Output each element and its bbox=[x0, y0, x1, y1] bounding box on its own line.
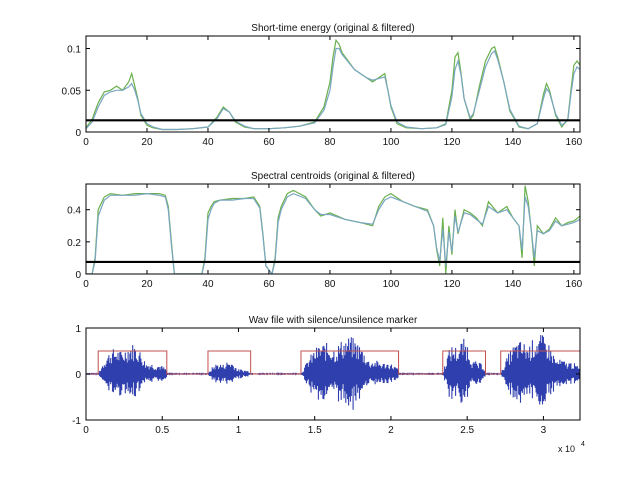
x-tick-label: 0 bbox=[83, 137, 89, 148]
x-tick-label: 60 bbox=[263, 279, 275, 290]
y-tick-label: 0.2 bbox=[67, 238, 81, 249]
y-tick-label: 1 bbox=[75, 324, 81, 335]
energy-panel: Short-time energy (original & filtered) 0… bbox=[62, 23, 583, 148]
axes-frame bbox=[85, 183, 581, 275]
x-exponent-label: x 10 bbox=[558, 444, 575, 454]
waveform-panel: Wav file with silence/unsilence marker 0 0… bbox=[72, 315, 585, 454]
x-tick-label: 0 bbox=[83, 279, 89, 290]
series-line-1 bbox=[86, 192, 580, 274]
x-tick-label: 40 bbox=[202, 137, 214, 148]
y-tick-label: 0 bbox=[75, 270, 81, 281]
x-tick-label: 40 bbox=[202, 279, 214, 290]
x-tick-label: 20 bbox=[141, 279, 153, 290]
plot-area bbox=[86, 38, 580, 131]
x-tick-label: 80 bbox=[324, 279, 336, 290]
x-tick-label: 60 bbox=[263, 137, 275, 148]
x-tick-label: 120 bbox=[444, 137, 461, 148]
x-tick-label: 0 bbox=[83, 425, 89, 436]
y-tick-label: 0 bbox=[75, 370, 81, 381]
series-line-0 bbox=[86, 38, 580, 131]
x-tick-label: 120 bbox=[444, 279, 461, 290]
centroid-panel: Spectral centroids (original & filtered)… bbox=[67, 171, 583, 290]
x-tick-label: 3 bbox=[541, 425, 547, 436]
x-tick-label: 160 bbox=[566, 279, 583, 290]
x-tick-label: 2 bbox=[388, 425, 394, 436]
waveform bbox=[86, 335, 580, 410]
x-tick-label: 80 bbox=[324, 137, 336, 148]
y-tick-label: 0.05 bbox=[62, 86, 82, 97]
y-tick-label: 0.1 bbox=[67, 45, 81, 56]
x-tick-label: 1.5 bbox=[308, 425, 322, 436]
x-tick-label: 140 bbox=[505, 137, 522, 148]
x-exponent-power: 4 bbox=[581, 441, 585, 448]
silence-marker bbox=[86, 350, 580, 375]
x-tick-label: 140 bbox=[505, 279, 522, 290]
y-tick-label: 0 bbox=[75, 128, 81, 139]
series-line-0 bbox=[86, 185, 580, 274]
y-tick-label: 0.4 bbox=[67, 206, 81, 217]
x-tick-label: 100 bbox=[383, 137, 400, 148]
chart-title: Spectral centroids (original & filtered) bbox=[251, 171, 415, 182]
y-tick-label: -1 bbox=[72, 416, 81, 427]
plot-area bbox=[86, 335, 580, 410]
x-tick-label: 2.5 bbox=[460, 425, 474, 436]
chart-title: Wav file with silence/unsilence marker bbox=[249, 315, 418, 326]
x-tick-label: 100 bbox=[383, 279, 400, 290]
x-tick-label: 20 bbox=[141, 137, 153, 148]
x-tick-label: 0.5 bbox=[155, 425, 169, 436]
axes-frame bbox=[85, 35, 581, 133]
x-tick-label: 1 bbox=[236, 425, 242, 436]
plot-area bbox=[86, 185, 580, 274]
chart-title: Short-time energy (original & filtered) bbox=[251, 23, 414, 34]
x-tick-label: 160 bbox=[566, 137, 583, 148]
